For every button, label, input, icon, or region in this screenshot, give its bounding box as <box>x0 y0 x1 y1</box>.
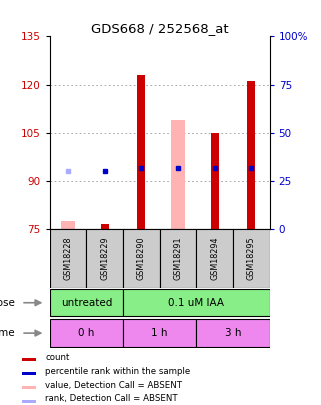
Bar <box>160 229 196 288</box>
Text: 0.1 uM IAA: 0.1 uM IAA <box>168 298 224 308</box>
Text: GSM18294: GSM18294 <box>210 237 219 280</box>
Bar <box>50 289 123 316</box>
Text: dose: dose <box>0 298 16 308</box>
Bar <box>101 224 109 229</box>
Text: 1 h: 1 h <box>152 328 168 338</box>
Text: rank, Detection Call = ABSENT: rank, Detection Call = ABSENT <box>45 394 178 403</box>
Bar <box>86 229 123 288</box>
Text: time: time <box>0 328 16 338</box>
Bar <box>247 81 255 229</box>
Bar <box>22 386 36 389</box>
Text: untreated: untreated <box>61 298 112 308</box>
Text: GSM18228: GSM18228 <box>64 237 73 280</box>
Bar <box>61 221 75 229</box>
Title: GDS668 / 252568_at: GDS668 / 252568_at <box>91 22 229 35</box>
Bar <box>50 229 86 288</box>
Bar <box>22 358 36 361</box>
Bar <box>123 289 270 316</box>
Bar <box>123 229 160 288</box>
Text: GSM18290: GSM18290 <box>137 237 146 280</box>
Text: GSM18229: GSM18229 <box>100 237 109 280</box>
Bar <box>171 120 185 229</box>
Text: percentile rank within the sample: percentile rank within the sample <box>45 367 190 376</box>
Bar <box>22 400 36 403</box>
Text: 3 h: 3 h <box>225 328 241 338</box>
Bar <box>196 320 270 347</box>
Bar <box>50 320 123 347</box>
Bar <box>196 229 233 288</box>
Bar <box>137 75 145 229</box>
Text: GSM18295: GSM18295 <box>247 237 256 280</box>
Bar <box>123 320 196 347</box>
Text: value, Detection Call = ABSENT: value, Detection Call = ABSENT <box>45 381 182 390</box>
Text: count: count <box>45 353 69 362</box>
Bar <box>211 133 219 229</box>
Text: GSM18291: GSM18291 <box>174 237 183 280</box>
Bar <box>22 372 36 375</box>
Bar <box>233 229 270 288</box>
Text: 0 h: 0 h <box>78 328 95 338</box>
